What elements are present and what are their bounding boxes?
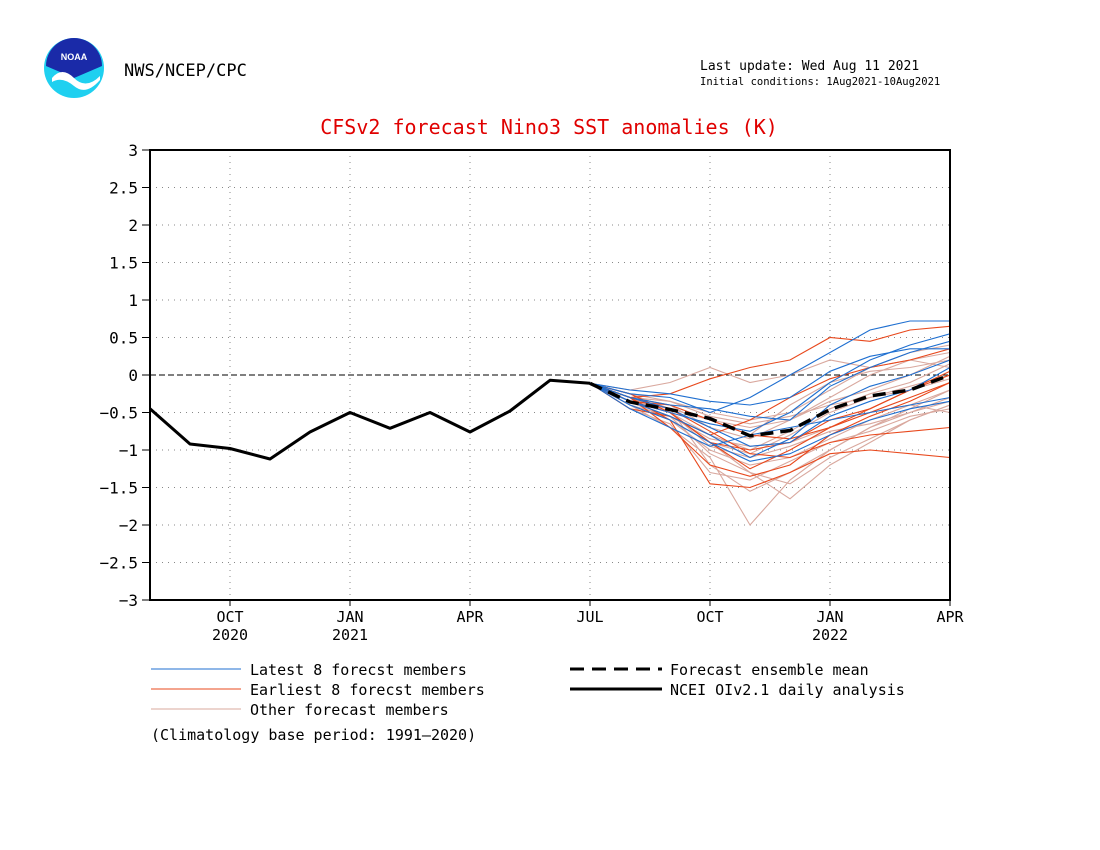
y-tick-label: 0	[128, 366, 138, 385]
other-members-series	[589, 344, 950, 526]
latest-member-line	[589, 367, 950, 447]
legend-label-mean: Forecast ensemble mean	[670, 661, 869, 679]
y-tick-label: 2	[128, 216, 138, 235]
y-tick-label: 1	[128, 291, 138, 310]
x-tick-label: APR	[456, 608, 484, 626]
legend: Latest 8 forecst members Earliest 8 fore…	[151, 661, 905, 744]
x-tick-label: OCT	[216, 608, 243, 626]
x-tick-label: JAN	[816, 608, 843, 626]
y-tick-label: 2.5	[109, 179, 138, 198]
legend-label-other: Other forecast members	[250, 701, 449, 719]
other-member-line	[589, 382, 950, 526]
initial-conditions: Initial conditions: 1Aug2021-10Aug2021	[700, 76, 940, 88]
latest-member-line	[589, 382, 950, 462]
y-tick-label: 1.5	[109, 254, 138, 273]
y-tick-label: −1.5	[99, 479, 138, 498]
x-tick-year-label: 2020	[212, 626, 248, 644]
y-tick-label: −2.5	[99, 554, 138, 573]
y-tick-label: 0.5	[109, 329, 138, 348]
noaa-logo: NOAA	[44, 38, 104, 98]
y-tick-label: −2	[119, 516, 138, 535]
x-tick-label: JAN	[336, 608, 363, 626]
legend-label-latest: Latest 8 forecst members	[250, 661, 467, 679]
latest-member-line	[589, 320, 950, 414]
plot-frame	[149, 149, 951, 601]
other-member-line	[589, 378, 950, 425]
legend-label-observed: NCEI OIv2.1 daily analysis	[670, 681, 905, 699]
y-tick-label: −3	[119, 591, 138, 610]
x-tick-label: APR	[936, 608, 964, 626]
y-tick-label: −0.5	[99, 404, 138, 423]
observed-analysis-line	[150, 378, 591, 461]
x-tick-year-label: 2021	[332, 626, 368, 644]
x-tick-year-label: 2022	[812, 626, 848, 644]
y-axis-tick-labels: 3 2.5 2 1.5 1 0.5 0 −0.5 −1 −1.5 −2 −2.5 −3	[99, 141, 138, 610]
latest-member-line	[589, 340, 950, 421]
chart-title: CFSv2 forecast Nino3 SST anomalies (K)	[320, 115, 778, 139]
y-tick-label: 3	[128, 141, 138, 160]
legend-label-earliest: Earliest 8 forecst members	[250, 681, 485, 699]
ensemble-mean-line	[589, 373, 950, 438]
climatology-note: (Climatology base period: 1991—2020)	[151, 726, 476, 744]
agency-label: NWS/NCEP/CPC	[124, 61, 247, 81]
x-tick-label: JUL	[576, 608, 603, 626]
noaa-logo-text: NOAA	[61, 52, 88, 62]
plot-grid	[142, 149, 951, 606]
last-update: Last update: Wed Aug 11 2021	[700, 59, 919, 74]
main-series	[150, 373, 950, 461]
latest-member-line	[589, 359, 950, 459]
x-tick-label: OCT	[696, 608, 723, 626]
latest-member-line	[589, 382, 950, 447]
latest-member-line	[589, 348, 950, 406]
y-tick-label: −1	[119, 441, 138, 460]
